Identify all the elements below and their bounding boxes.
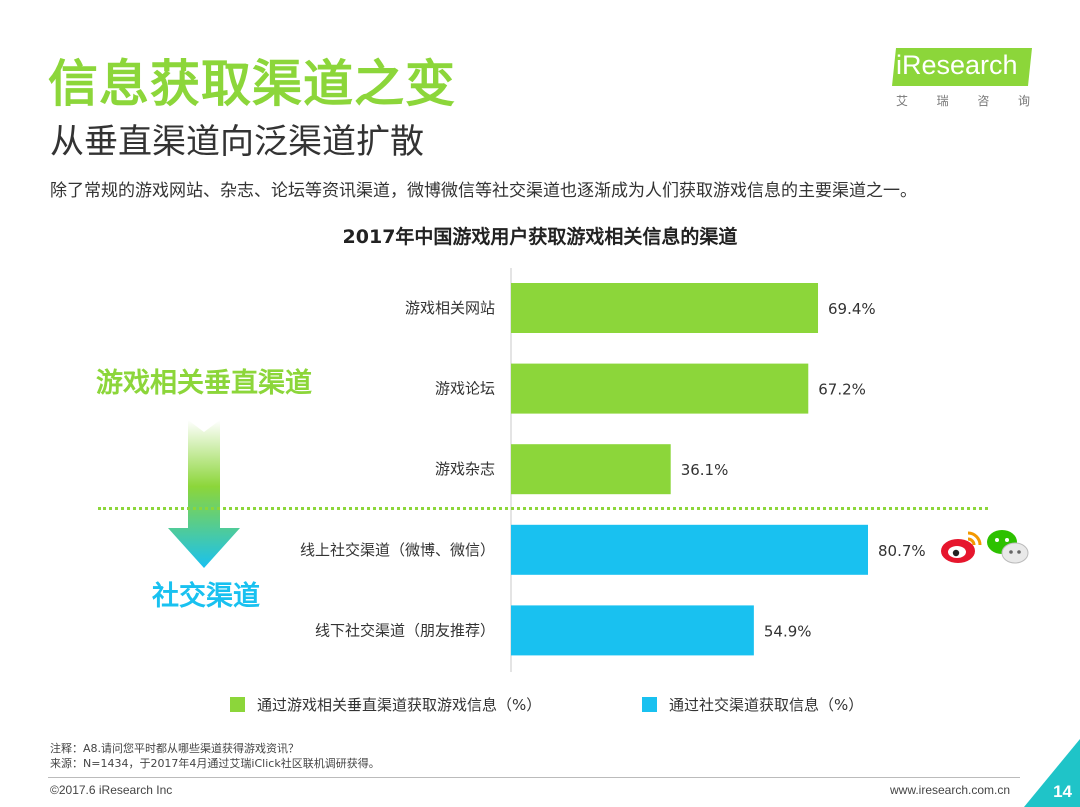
category-label: 线上社交渠道（微博、微信） xyxy=(300,541,495,559)
bar-3 xyxy=(511,444,671,495)
footnote: 注释：A8.请问您平时都从哪些渠道获得游戏资讯？ xyxy=(50,742,300,755)
legend-item-vertical: 通过游戏相关垂直渠道获取游戏信息（%） xyxy=(230,694,541,715)
value-label: 36.1% xyxy=(681,461,729,479)
value-label: 69.4% xyxy=(828,300,876,318)
down-arrow-icon xyxy=(168,420,240,568)
social-channel-label: 社交渠道 xyxy=(152,581,260,612)
logo-text: iResearch xyxy=(896,50,1018,80)
logo-sub-char: 咨 xyxy=(977,94,990,108)
iresearch-logo: iResearch 艾 瑞 咨 询 xyxy=(888,48,1032,110)
category-label: 游戏杂志 xyxy=(435,460,495,478)
footer-divider xyxy=(48,777,1020,778)
weibo-icon xyxy=(941,531,982,563)
value-label: 80.7% xyxy=(878,542,926,560)
vertical-channel-label: 游戏相关垂直渠道 xyxy=(96,368,312,399)
page-subtitle: 从垂直渠道向泛渠道扩散 xyxy=(50,122,424,162)
wechat-icon xyxy=(987,530,1029,564)
logo-sub-char: 询 xyxy=(1017,94,1030,108)
source-note: 来源：N=1434，于2017年4月通过艾瑞iClick社区联机调研获得。 xyxy=(50,757,380,770)
legend-label: 通过游戏相关垂直渠道获取游戏信息（%） xyxy=(257,696,542,714)
page-description: 除了常规的游戏网站、杂志、论坛等资讯渠道，微博微信等社交渠道也逐渐成为人们获取游… xyxy=(50,181,917,201)
value-label: 67.2% xyxy=(818,381,866,399)
bar-4 xyxy=(511,524,868,575)
page-title: 信息获取渠道之变 xyxy=(48,55,456,113)
legend-item-social: 通过社交渠道获取信息（%） xyxy=(642,694,863,715)
category-label: 游戏相关网站 xyxy=(405,299,495,317)
legend-swatch-green xyxy=(230,697,245,712)
bar-1 xyxy=(511,283,819,333)
website-link: www.iresearch.com.cn xyxy=(890,783,1011,797)
group-divider xyxy=(98,507,988,510)
value-label: 54.9% xyxy=(764,622,812,640)
category-label: 线下社交渠道（朋友推荐） xyxy=(315,621,495,639)
copyright-text: ©2017.6 iResearch Inc xyxy=(50,783,173,797)
logo-sub-char: 瑞 xyxy=(936,94,949,108)
bar-5 xyxy=(511,605,754,656)
legend-swatch-blue xyxy=(642,697,657,712)
page-number: 14 xyxy=(1053,782,1072,801)
logo-subtitle: 艾 瑞 咨 询 xyxy=(896,92,1030,109)
legend-label: 通过社交渠道获取信息（%） xyxy=(669,696,864,714)
bar-2 xyxy=(511,363,809,414)
social-icons xyxy=(941,530,1029,564)
logo-sub-char: 艾 xyxy=(896,94,909,108)
category-label: 游戏论坛 xyxy=(435,380,495,398)
chart-title: 2017年中国游戏用户获取游戏相关信息的渠道 xyxy=(342,226,738,248)
